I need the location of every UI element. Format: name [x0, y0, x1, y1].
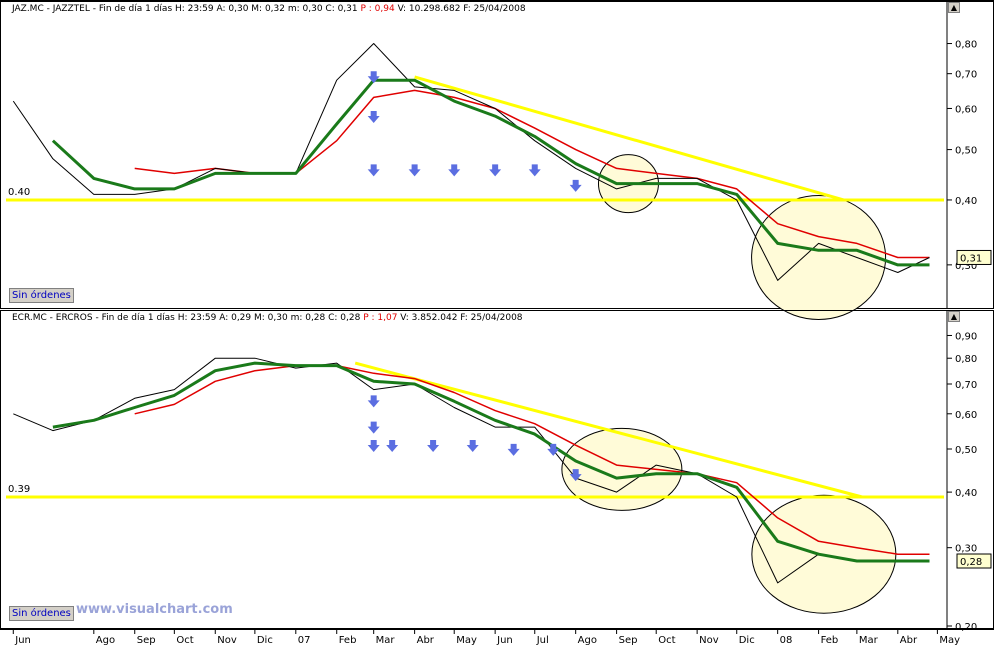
y-tick-label: 0,90 — [955, 331, 977, 342]
y-tick-label: 0,40 — [955, 488, 977, 499]
ohlc-m: m: 0,30 — [288, 4, 326, 14]
y-tick-label: 0,80 — [955, 40, 977, 51]
ohlc-A: A: 0,30 — [216, 4, 251, 14]
percent-change: P : 1,07 — [363, 313, 400, 323]
down-arrow-icon — [367, 440, 380, 453]
x-tick-label: Abr — [417, 635, 435, 646]
down-arrow-icon — [367, 395, 380, 408]
scroll-up-button[interactable]: ▲ — [948, 2, 960, 13]
x-tick-label: Nov — [217, 635, 237, 646]
ohlc-H: H: 23:59 — [178, 313, 219, 323]
y-tick-label: 0,50 — [955, 445, 977, 456]
x-tick-label: Nov — [699, 635, 719, 646]
down-arrow-icon — [386, 440, 399, 453]
down-arrow-icon — [408, 164, 421, 177]
chart-title: JAZ.MC - JAZZTEL - Fin de día 1 días — [11, 4, 175, 14]
y-tick-label: 0,70 — [955, 380, 977, 391]
last-price-label: 0,31 — [960, 253, 982, 264]
down-arrow-icon — [569, 469, 582, 482]
down-arrow-icon — [367, 111, 380, 124]
down-arrow-icon — [569, 179, 582, 192]
last-price-box — [956, 249, 992, 265]
percent-change: P : 0,94 — [360, 4, 397, 14]
x-axis: Jun Ago Sep Oct Nov Dic 07 Feb Mar Abr May Jun Jul Ag… — [0, 629, 994, 646]
ma-fast-line — [51, 78, 930, 267]
x-tick-label: 08 — [780, 635, 793, 646]
down-arrow-icon — [528, 164, 541, 177]
x-tick-label: May — [939, 635, 960, 646]
y-tick-label: 0,40 — [955, 196, 977, 207]
last-price-label: 0,28 — [960, 557, 982, 568]
last-price-box — [956, 553, 992, 569]
ma-fast-line — [52, 361, 930, 563]
ohlc-C: C: 0,31 — [325, 4, 360, 14]
down-arrow-icon — [367, 71, 380, 84]
chart-header: JAZ.MC - JAZZTEL - Fin de día 1 días H: … — [11, 4, 526, 14]
x-tick-label: Feb — [339, 635, 357, 646]
down-arrow-icon — [547, 443, 560, 456]
volume: V: 10.298.682 — [398, 4, 464, 14]
ohlc-A: A: 0,29 — [219, 313, 254, 323]
down-arrow-icon — [427, 440, 440, 453]
support-label: 0.40 — [8, 187, 30, 198]
x-tick-label: Feb — [821, 635, 839, 646]
chart-title: ECR.MC - ERCROS - Fin de día 1 días — [12, 313, 178, 323]
ohlc-m: m: 0,28 — [291, 313, 329, 323]
support-label: 0.39 — [8, 484, 30, 495]
price-line — [13, 357, 930, 584]
chart-panel: JAZ.MC - JAZZTEL - Fin de día 1 días H: … — [0, 1, 994, 320]
ohlc-M: M: 0,32 — [251, 4, 288, 14]
volume: V: 3.852.042 — [400, 313, 460, 323]
ma-slow-line — [134, 364, 930, 555]
x-tick-label: Jul — [536, 635, 549, 646]
x-tick-label: Sep — [137, 635, 156, 646]
chart-header: ECR.MC - ERCROS - Fin de día 1 días H: 2… — [12, 313, 523, 323]
y-tick-label: 0,50 — [955, 146, 977, 157]
x-tick-label: Oct — [658, 635, 675, 646]
highlight-ellipse — [561, 427, 683, 511]
date-field: F: 25/04/2008 — [460, 313, 523, 323]
down-arrow-icon — [367, 421, 380, 434]
y-tick-label: 0,80 — [955, 354, 977, 365]
y-tick-label: 0,20 — [955, 622, 977, 633]
trend-line — [354, 361, 863, 499]
down-arrow-icon — [507, 443, 520, 456]
trend-line — [414, 75, 845, 202]
orders-button[interactable]: Sin órdenes — [9, 606, 74, 621]
highlight-ellipse — [751, 194, 887, 320]
down-arrow-icon — [466, 440, 479, 453]
date-field: F: 25/04/2008 — [463, 4, 526, 14]
ohlc-C: C: 0,28 — [328, 313, 363, 323]
y-tick-label: 0,30 — [955, 261, 977, 272]
x-tick-label: Jun — [496, 635, 513, 646]
down-arrow-icon — [448, 164, 461, 177]
x-tick-label: Abr — [900, 635, 918, 646]
x-tick-label: Sep — [619, 635, 638, 646]
x-tick-label: Dic — [739, 635, 755, 646]
x-tick-label: Ago — [578, 635, 597, 646]
y-tick-label: 0,60 — [955, 410, 977, 421]
ohlc-H: H: 23:59 — [175, 4, 216, 14]
x-tick-label: Jun — [14, 635, 31, 646]
x-tick-label: Ago — [96, 635, 115, 646]
chart-panel: ECR.MC - ERCROS - Fin de día 1 días H: 2… — [0, 310, 994, 633]
x-tick-label: Mar — [859, 635, 879, 646]
y-tick-label: 0,30 — [955, 544, 977, 555]
ohlc-M: M: 0,30 — [254, 313, 291, 323]
x-tick-label: 07 — [298, 635, 311, 646]
y-tick-label: 0,70 — [955, 70, 977, 81]
down-arrow-icon — [489, 164, 502, 177]
watermark: www.visualchart.com — [76, 602, 233, 617]
x-tick-label: Mar — [376, 635, 396, 646]
x-tick-label: Oct — [176, 635, 193, 646]
down-arrow-icon — [367, 164, 380, 177]
scroll-up-button[interactable]: ▲ — [948, 311, 960, 322]
x-tick-label: Dic — [257, 635, 273, 646]
orders-button[interactable]: Sin órdenes — [9, 288, 74, 303]
x-tick-label: May — [456, 635, 477, 646]
y-tick-label: 0,60 — [955, 104, 977, 115]
